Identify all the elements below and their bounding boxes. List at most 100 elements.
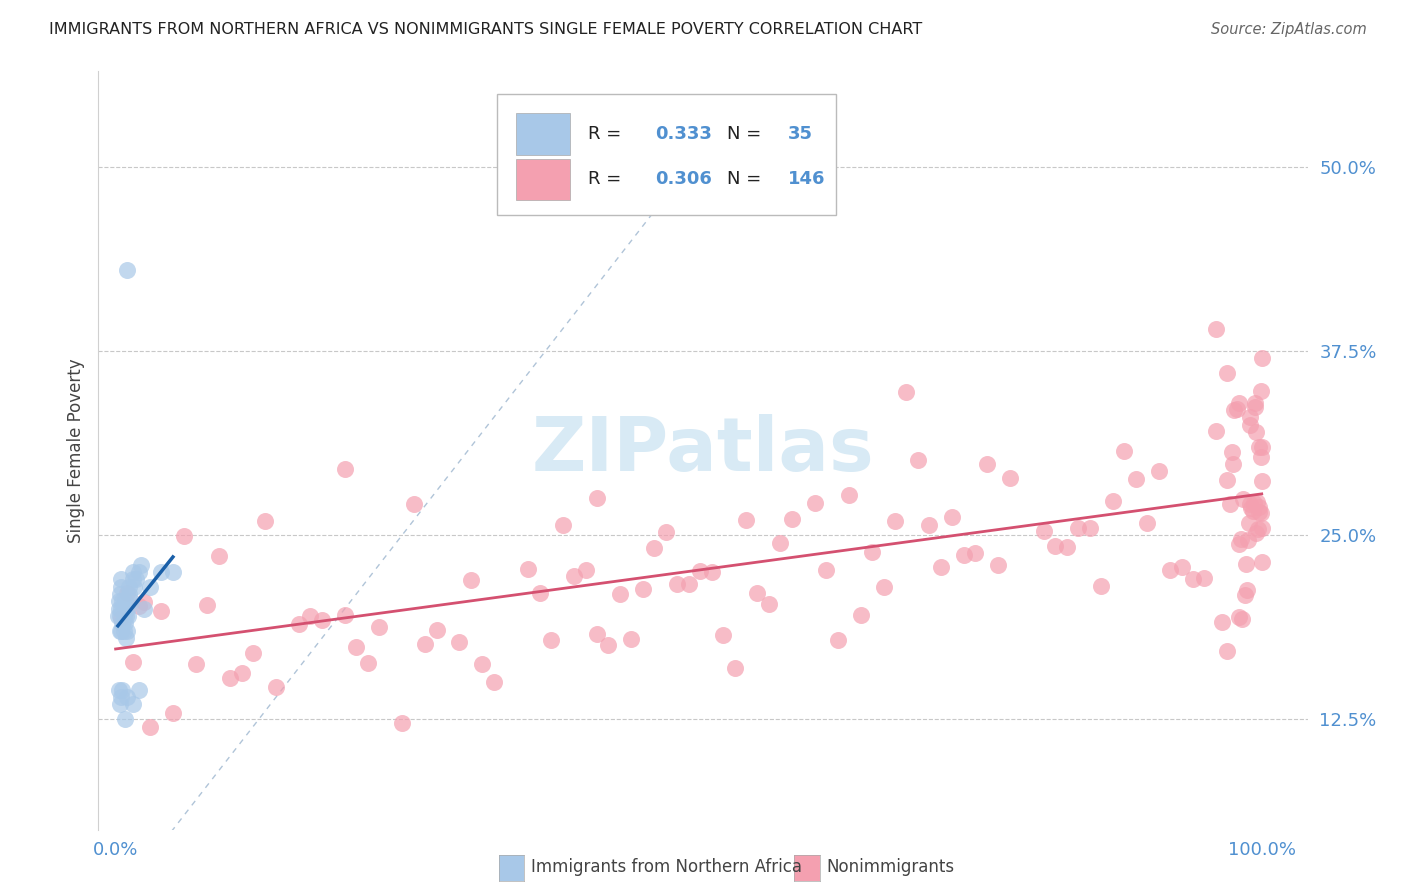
Point [129, 558, 152, 572]
Point [449, 635, 471, 649]
Point [242, 646, 264, 660]
Point [111, 682, 134, 697]
Point [1244, 425, 1267, 439]
Point [1236, 583, 1258, 598]
FancyBboxPatch shape [498, 95, 837, 216]
Point [586, 626, 609, 640]
Text: N =: N = [727, 170, 768, 188]
Point [1250, 521, 1272, 535]
Point [1247, 523, 1270, 537]
Text: IMMIGRANTS FROM NORTHERN AFRICA VS NONIMMIGRANTS SINGLE FEMALE POVERTY CORRELATI: IMMIGRANTS FROM NORTHERN AFRICA VS NONIM… [49, 22, 922, 37]
Point [1220, 444, 1243, 458]
Point [1237, 533, 1260, 547]
Point [540, 633, 562, 648]
Point [1219, 497, 1241, 511]
Point [1101, 494, 1123, 508]
Point [112, 609, 135, 624]
Point [110, 572, 132, 586]
Point [121, 655, 143, 669]
Point [134, 601, 156, 615]
Point [598, 638, 620, 652]
FancyBboxPatch shape [516, 113, 569, 155]
Point [1194, 571, 1216, 585]
Point [118, 587, 141, 601]
Point [117, 609, 139, 624]
Point [288, 616, 311, 631]
Point [184, 657, 207, 671]
Point [711, 628, 734, 642]
Point [115, 585, 138, 599]
Point [987, 558, 1010, 573]
Point [1125, 472, 1147, 486]
Point [208, 549, 231, 563]
Point [231, 666, 253, 681]
Point [620, 632, 643, 646]
Point [1244, 396, 1267, 410]
FancyBboxPatch shape [516, 159, 569, 201]
Y-axis label: Single Female Poverty: Single Female Poverty [66, 359, 84, 542]
Point [1250, 475, 1272, 489]
Point [413, 637, 436, 651]
Point [108, 594, 131, 608]
Point [150, 604, 173, 618]
Point [1067, 521, 1090, 535]
Point [929, 559, 952, 574]
Text: R =: R = [588, 125, 627, 143]
Point [815, 563, 838, 577]
Point [114, 712, 136, 726]
Point [115, 624, 138, 638]
Point [115, 601, 138, 615]
Text: Nonimmigrants: Nonimmigrants [827, 858, 955, 876]
Point [299, 609, 322, 624]
Point [1244, 526, 1267, 541]
Point [425, 623, 447, 637]
Point [1250, 351, 1272, 366]
Text: Source: ZipAtlas.com: Source: ZipAtlas.com [1211, 22, 1367, 37]
Point [460, 574, 482, 588]
Point [128, 565, 150, 579]
Point [368, 620, 391, 634]
Point [1159, 563, 1181, 577]
Point [747, 586, 769, 600]
Point [965, 546, 987, 560]
Point [723, 661, 745, 675]
Point [1240, 500, 1263, 515]
Text: 146: 146 [787, 170, 825, 188]
Point [1227, 610, 1250, 624]
Point [1147, 464, 1170, 478]
Point [1239, 497, 1261, 511]
Point [121, 572, 143, 586]
Point [121, 565, 143, 579]
Point [121, 698, 143, 712]
Point [1205, 322, 1227, 336]
Point [115, 631, 138, 645]
Point [678, 577, 700, 591]
Point [1136, 516, 1159, 530]
Point [1239, 410, 1261, 425]
Point [112, 624, 135, 638]
Point [128, 599, 150, 613]
Text: Immigrants from Northern Africa: Immigrants from Northern Africa [531, 858, 803, 876]
Text: N =: N = [727, 125, 768, 143]
Point [1216, 366, 1239, 380]
Point [1250, 384, 1272, 398]
Point [517, 562, 540, 576]
Point [643, 541, 665, 555]
Point [1223, 403, 1246, 417]
Point [402, 497, 425, 511]
Point [128, 682, 150, 697]
Point [1249, 500, 1271, 514]
Point [1205, 424, 1227, 438]
Point [758, 597, 780, 611]
Point [907, 453, 929, 467]
Point [872, 580, 894, 594]
Point [108, 601, 131, 615]
Point [114, 594, 136, 608]
Point [115, 609, 138, 624]
Point [110, 580, 132, 594]
Point [884, 514, 907, 528]
Point [139, 719, 162, 733]
Point [253, 515, 276, 529]
Point [941, 509, 963, 524]
Point [1114, 444, 1136, 458]
